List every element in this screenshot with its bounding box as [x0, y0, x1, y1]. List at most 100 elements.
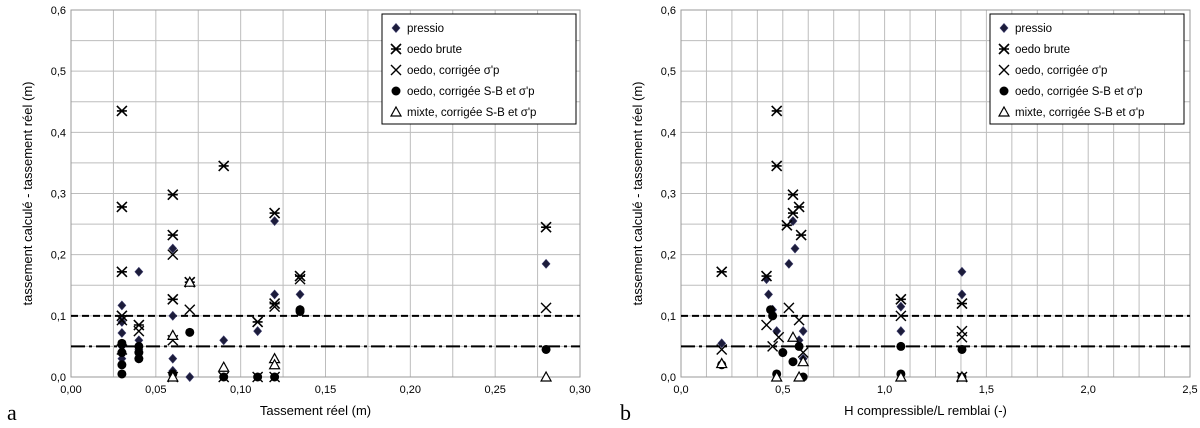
- data-point-oedo_corr_sp: [895, 310, 907, 322]
- legend-marker-oedo_corr_sb: [999, 86, 1009, 96]
- legend-entry-oedo_corr_sp: oedo, corrigée σ'p: [998, 64, 1107, 77]
- y-tick-label: 0,3: [51, 189, 66, 201]
- legend-entry-mixte_corr_sb: mixte, corrigée S-B et σ'p: [997, 105, 1144, 119]
- data-point-pressio: [185, 372, 195, 382]
- data-point-mixte_corr_sb: [894, 370, 907, 382]
- data-point-mixte_corr_sb: [540, 370, 553, 382]
- series-oedo_brute: [716, 105, 968, 310]
- data-point-oedo_brute: [116, 201, 128, 213]
- chart-panel-a: 0,00 0,05 0,10 0,15 0,20 0,25 0,30 0,0 0,1 0,2 0,3…: [7, 5, 591, 425]
- y-axis-label: tassement calculé - tassement réel (m): [630, 82, 645, 306]
- y-tick-label: 0,3: [661, 189, 676, 201]
- data-point-oedo_brute: [167, 293, 179, 305]
- legend: pressio oedo brute oedo, corrigée σ'p oedo,…: [989, 13, 1185, 125]
- x-tick-label: 1,0: [877, 384, 892, 396]
- data-point-oedo_corr_sp: [184, 304, 196, 316]
- data-point-mixte_corr_sb: [715, 357, 728, 369]
- series-mixte_corr_sb: [166, 275, 553, 382]
- data-point-mixte_corr_sb: [797, 355, 810, 367]
- legend-entry-oedo_corr_sb: oedo, corrigée S-B et σ'p: [999, 86, 1143, 98]
- x-axis-label: Tassement réel (m): [260, 403, 371, 418]
- data-point-pressio: [168, 310, 178, 321]
- series-oedo_brute: [116, 105, 552, 331]
- legend-marker-mixte_corr_sb: [997, 105, 1011, 117]
- data-point-oedo_corr_sb: [270, 372, 280, 382]
- legend-label: mixte, corrigée S-B et σ'p: [407, 107, 536, 119]
- x-tick-label: 0,5: [775, 384, 790, 396]
- legend-box: [989, 13, 1185, 125]
- data-point-oedo_corr_sp: [767, 340, 779, 352]
- data-point-pressio: [270, 216, 280, 226]
- y-tick-label: 0,0: [661, 372, 676, 384]
- data-point-oedo_brute: [167, 189, 179, 201]
- legend-marker-oedo_brute: [998, 43, 1010, 55]
- data-point-oedo_brute: [895, 293, 907, 305]
- legend-entry-oedo_brute: oedo brute: [998, 43, 1070, 56]
- data-point-mixte_corr_sb: [793, 370, 806, 382]
- data-point-pressio: [788, 216, 798, 226]
- data-point-oedo_corr_sb: [794, 341, 804, 351]
- data-point-pressio: [784, 258, 794, 269]
- y-tick-label: 0,5: [51, 66, 66, 78]
- data-point-oedo_corr_sb: [768, 311, 778, 321]
- data-point-mixte_corr_sb: [268, 358, 281, 370]
- y-tick-label: 0,6: [661, 5, 676, 17]
- data-point-oedo_brute: [716, 266, 728, 278]
- data-point-oedo_brute: [116, 105, 128, 117]
- x-tick-label: 0,10: [230, 384, 251, 396]
- x-tick-label: 2,0: [1081, 384, 1096, 396]
- series-mixte_corr_sb: [715, 331, 968, 382]
- y-tick-label: 0,6: [51, 5, 66, 17]
- data-point-mixte_corr_sb: [166, 329, 179, 341]
- data-point-mixte_corr_sb: [166, 370, 179, 382]
- data-point-oedo_corr_sb: [788, 357, 798, 367]
- legend-marker-oedo_corr_sp: [998, 64, 1010, 76]
- data-point-mixte_corr_sb: [183, 275, 196, 287]
- legend-label: oedo brute: [407, 44, 462, 56]
- data-point-mixte_corr_sb: [955, 370, 968, 382]
- y-tick-label: 0,5: [661, 66, 676, 78]
- data-point-pressio: [253, 326, 263, 337]
- data-point-oedo_corr_sb: [117, 348, 127, 358]
- data-point-oedo_brute: [540, 221, 552, 233]
- plot-frame: [70, 9, 581, 378]
- data-point-oedo_brute: [956, 298, 968, 310]
- data-point-oedo_corr_sb: [896, 341, 906, 351]
- data-point-pressio: [957, 266, 967, 277]
- data-point-oedo_corr_sp: [956, 331, 968, 343]
- data-point-oedo_corr_sb: [778, 348, 788, 358]
- data-point-oedo_corr_sb: [117, 360, 127, 370]
- x-axis-label: H compressible/L remblai (-): [844, 403, 1007, 418]
- y-tick-label: 0,4: [51, 127, 66, 139]
- x-tick-label: 0,05: [145, 384, 166, 396]
- data-point-pressio: [270, 289, 280, 300]
- x-tick-label: 0,0: [673, 384, 688, 396]
- legend-marker-oedo_brute: [390, 43, 402, 55]
- data-point-oedo_brute: [793, 201, 805, 213]
- legend-entry-pressio: pressio: [999, 23, 1052, 35]
- legend-entry-pressio: pressio: [391, 23, 444, 35]
- plot-frame: [680, 9, 1191, 378]
- data-point-oedo_corr_sp: [783, 302, 795, 314]
- x-tick-label: 0,00: [60, 384, 81, 396]
- data-point-oedo_corr_sp: [793, 314, 805, 326]
- data-point-oedo_brute: [252, 316, 264, 328]
- legend-entry-oedo_corr_sb: oedo, corrigée S-B et σ'p: [391, 86, 535, 98]
- data-point-pressio: [117, 300, 127, 311]
- data-point-oedo_brute: [167, 229, 179, 241]
- data-point-pressio: [798, 326, 808, 337]
- data-point-oedo_corr_sb: [117, 338, 127, 348]
- data-point-oedo_corr_sp: [540, 302, 552, 314]
- y-tick-label: 0,1: [51, 311, 66, 323]
- legend-label: oedo brute: [1015, 44, 1070, 56]
- data-point-oedo_corr_sp: [716, 343, 728, 355]
- x-tick-label: 0,30: [569, 384, 590, 396]
- data-point-oedo_corr_sb: [219, 372, 229, 382]
- data-point-mixte_corr_sb: [770, 370, 783, 382]
- data-point-mixte_corr_sb: [217, 360, 230, 372]
- data-point-pressio: [117, 316, 127, 327]
- legend-label: oedo, corrigée S-B et σ'p: [1015, 86, 1143, 98]
- y-tick-label: 0,1: [661, 311, 676, 323]
- legend-entry-mixte_corr_sb: mixte, corrigée S-B et σ'p: [389, 105, 536, 119]
